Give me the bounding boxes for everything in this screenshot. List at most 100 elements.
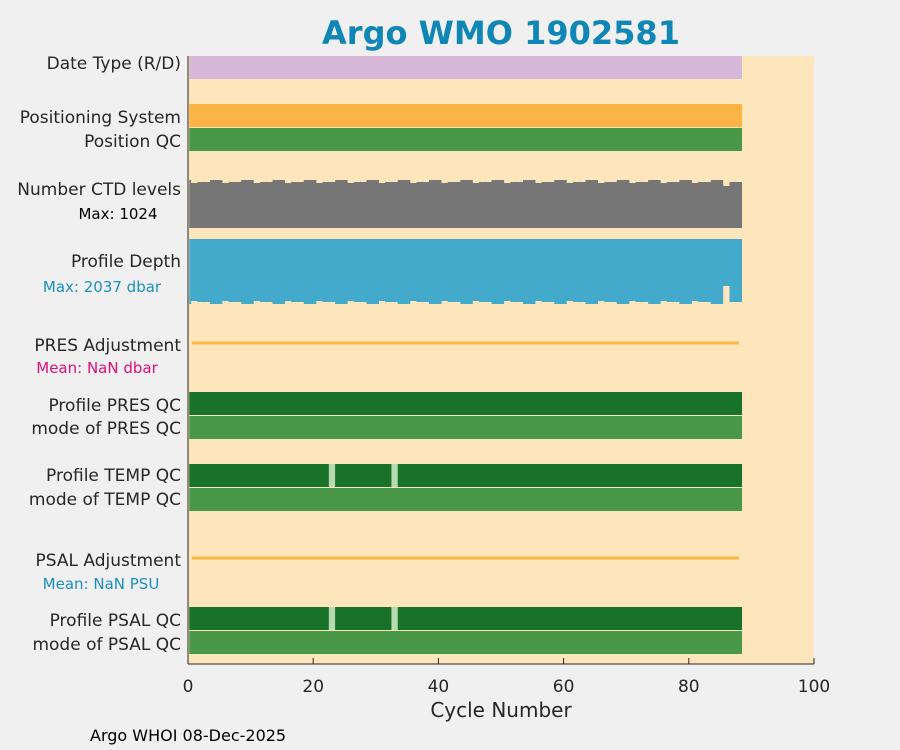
x-tick-label-80: 80 xyxy=(678,677,700,697)
row-label-temp_mode: mode of TEMP QC xyxy=(29,490,181,510)
n_ctd-edge-cycle-67 xyxy=(604,180,611,182)
n_ctd-edge-cycle-41 xyxy=(441,180,448,183)
depth-edge-cycle-22 xyxy=(322,302,329,304)
row-note-pres_adj: Mean: NaN dbar xyxy=(36,359,158,377)
depth-edge-cycle-68 xyxy=(610,302,617,304)
depth-edge-cycle-83 xyxy=(704,302,711,304)
n_ctd-edge-cycle-78 xyxy=(673,180,680,182)
n_ctd-edge-cycle-77 xyxy=(666,180,674,182)
depth-edge-cycle-27 xyxy=(353,302,361,304)
depth-edge-cycle-3 xyxy=(203,302,210,304)
temp_qc-gap-cycle-23 xyxy=(328,464,336,487)
n_ctd-edge-cycle-33 xyxy=(391,180,398,182)
x-tick-label-0: 0 xyxy=(183,677,194,697)
row-label-psal_adj: PSAL Adjustment xyxy=(36,551,182,571)
n_ctd-edge-cycle-87 xyxy=(729,180,736,182)
n_ctd-edge-cycle-22 xyxy=(322,180,329,182)
row-label-pres_qc: Profile PRES QC xyxy=(48,396,181,416)
depth-edge-cycle-18 xyxy=(297,302,304,304)
n_ctd-edge-cycle-56 xyxy=(535,180,542,183)
x-tick-label-40: 40 xyxy=(428,677,450,697)
psal_mode-bar xyxy=(189,631,743,654)
n_ctd-edge-cycle-18 xyxy=(297,180,304,182)
depth-edge-cycle-6 xyxy=(222,301,229,304)
n_ctd-edge-cycle-28 xyxy=(360,180,367,182)
depth-edge-cycle-31 xyxy=(378,301,386,304)
pos_system-bar xyxy=(189,104,743,127)
depth-edge-cycle-37 xyxy=(416,302,423,304)
depth-edge-cycle-62 xyxy=(572,302,580,304)
depth-edge-cycle-16 xyxy=(285,301,292,304)
n_ctd-edge-cycle-61 xyxy=(566,180,573,183)
depth-edge-cycle-47 xyxy=(479,302,486,304)
depth-edge-cycle-71 xyxy=(629,301,636,304)
depth-edge-cycle-52 xyxy=(510,302,517,304)
row-label-psal_qc: Profile PSAL QC xyxy=(50,611,181,631)
depth-edge-cycle-77 xyxy=(666,302,674,304)
depth-edge-cycle-51 xyxy=(504,301,511,304)
row-label-psal_mode: mode of PSAL QC xyxy=(32,635,181,655)
n_ctd-edge-cycle-7 xyxy=(228,180,235,182)
n_ctd-edge-cycle-71 xyxy=(629,180,636,183)
depth-edge-cycle-13 xyxy=(266,302,273,304)
chart-title: Argo WMO 1902581 xyxy=(322,14,680,52)
n_ctd-edge-cycle-36 xyxy=(410,180,417,183)
depth-edge-cycle-82 xyxy=(698,302,705,304)
depth-edge-cycle-87 xyxy=(729,302,736,304)
row-label-n_ctd: Number CTD levels xyxy=(17,180,181,200)
n_ctd-edge-cycle-26 xyxy=(347,180,354,183)
n_ctd-edge-cycle-21 xyxy=(316,180,323,183)
temp_mode-bar xyxy=(189,488,743,511)
n_ctd-edge-cycle-72 xyxy=(635,180,642,182)
n_ctd-edge-cycle-68 xyxy=(610,180,617,182)
psal_qc-gap-cycle-33 xyxy=(391,607,398,630)
n_ctd-edge-cycle-81 xyxy=(691,180,699,183)
n_ctd-edge-cycle-8 xyxy=(234,180,242,182)
n_ctd-edge-cycle-88 xyxy=(735,180,743,182)
n_ctd-edge-cycle-16 xyxy=(285,180,292,183)
n_ctd-bar xyxy=(189,180,743,228)
depth-edge-cycle-26 xyxy=(347,301,354,304)
x-tick-label-100: 100 xyxy=(798,677,830,697)
row-label-depth: Profile Depth xyxy=(71,252,181,272)
row-label-pos_system: Positioning System xyxy=(20,108,181,128)
depth-edge-cycle-61 xyxy=(566,301,573,304)
n_ctd-edge-cycle-43 xyxy=(454,180,461,182)
n_ctd-edge-cycle-3 xyxy=(203,180,210,182)
n_ctd-edge-cycle-53 xyxy=(516,180,523,182)
n_ctd-edge-cycle-58 xyxy=(547,180,555,182)
row-note-psal_adj: Mean: NaN PSU xyxy=(43,575,160,593)
n_ctd-edge-cycle-31 xyxy=(378,180,386,183)
footer-credit: Argo WHOI 08-Dec-2025 xyxy=(90,726,286,745)
depth-edge-cycle-38 xyxy=(422,302,430,304)
n_ctd-edge-cycle-83 xyxy=(704,180,711,182)
depth-edge-cycle-17 xyxy=(291,302,298,304)
row-label-pres_mode: mode of PRES QC xyxy=(31,419,181,439)
depth-edge-cycle-57 xyxy=(541,302,548,304)
n_ctd-edge-cycle-42 xyxy=(447,180,455,182)
depth-edge-cycle-41 xyxy=(441,301,448,304)
n_ctd-edge-cycle-11 xyxy=(253,180,260,183)
depth-edge-cycle-46 xyxy=(472,301,480,304)
row-label-pres_adj: PRES Adjustment xyxy=(34,336,181,356)
depth-edge-cycle-43 xyxy=(454,302,461,304)
n_ctd-edge-cycle-32 xyxy=(385,180,392,182)
n_ctd-edge-cycle-12 xyxy=(259,180,267,182)
depth-dip xyxy=(723,286,730,304)
row-label-temp_qc: Profile TEMP QC xyxy=(46,466,181,486)
depth-edge-cycle-88 xyxy=(735,302,743,304)
temp_qc-bar xyxy=(189,464,743,487)
n_ctd-edge-cycle-38 xyxy=(422,180,430,182)
n_ctd-edge-cycle-23 xyxy=(328,180,336,182)
n_ctd-edge-cycle-62 xyxy=(572,180,580,182)
n_ctd-edge-cycle-17 xyxy=(291,180,298,182)
n_ctd-edge-cycle-48 xyxy=(485,180,492,182)
depth-edge-cycle-8 xyxy=(234,302,242,304)
date_type-bar xyxy=(189,56,743,79)
pos_qc-bar xyxy=(189,128,743,151)
depth-edge-cycle-12 xyxy=(259,302,267,304)
row-note-depth: Max: 2037 dbar xyxy=(43,278,162,296)
row-note-n_ctd: Max: 1024 xyxy=(78,205,157,223)
n_ctd-edge-cycle-52 xyxy=(510,180,517,182)
